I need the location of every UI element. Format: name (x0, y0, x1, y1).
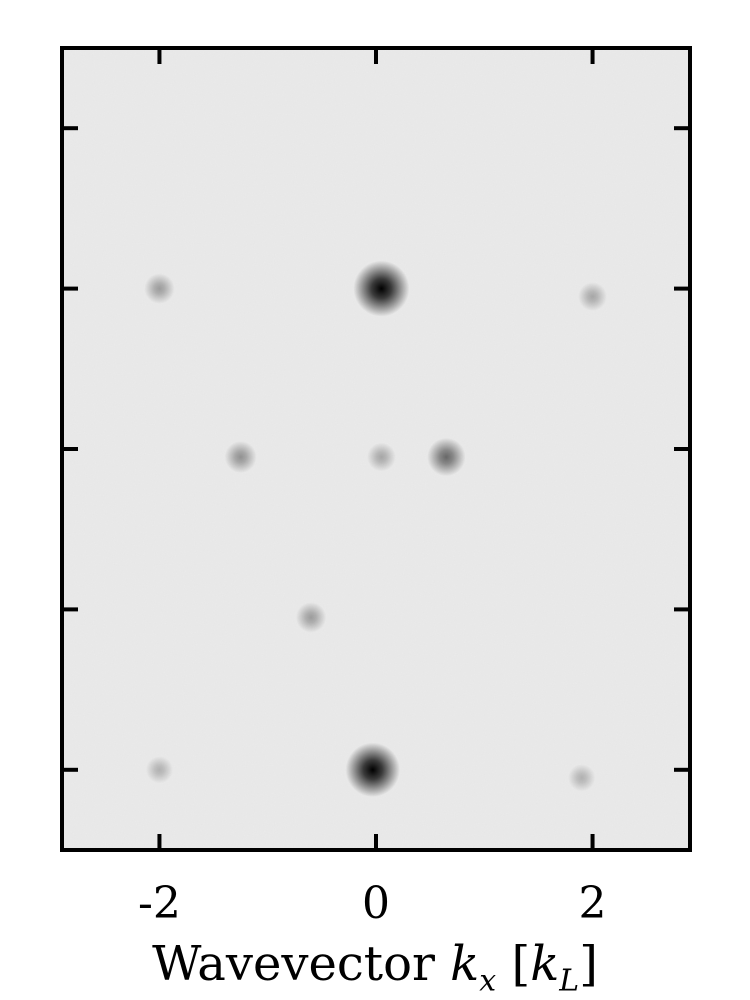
plot-canvas: -2 0 2 (60, 46, 692, 929)
peak-0 (353, 260, 410, 317)
peak-3 (224, 441, 257, 474)
peak-2 (427, 437, 466, 477)
peak-5 (144, 273, 175, 304)
peak-1 (345, 742, 400, 797)
peak-9 (568, 764, 596, 792)
x-axis-label-text: Wavevector (152, 936, 435, 992)
peak-layer (144, 260, 607, 797)
x-axis-label-unit: [kL] (511, 936, 598, 999)
x-tick-label-0: -2 (138, 878, 181, 929)
x-tick-label-1: 0 (362, 878, 390, 929)
tick-layer (62, 48, 690, 850)
x-axis-label: Wavevector kx [kL] (0, 940, 750, 997)
peak-7 (295, 602, 327, 633)
tick-label-layer: -2 0 2 (138, 878, 607, 929)
peak-4 (367, 442, 396, 472)
x-axis-label-symbol: kx (450, 936, 497, 999)
peak-8 (145, 756, 174, 784)
peak-6 (578, 282, 607, 312)
plot-frame (60, 46, 692, 852)
x-tick-label-2: 2 (579, 878, 607, 929)
